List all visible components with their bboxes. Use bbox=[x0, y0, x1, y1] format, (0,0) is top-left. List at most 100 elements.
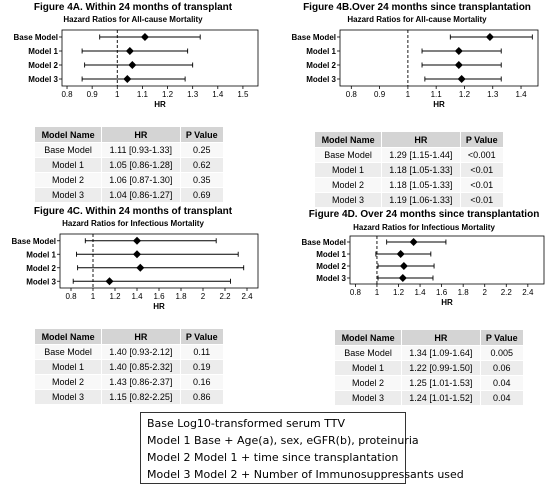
hr-point bbox=[398, 274, 407, 282]
x-tick-label: 2 bbox=[482, 288, 487, 297]
hr-table-d: Model Name HR P Value Base Model 1.34 [1.09-… bbox=[333, 329, 525, 406]
table-row: Model 3 1.15 [0.82-2.25] 0.86 bbox=[33, 389, 225, 405]
table-cell: <0.01 bbox=[459, 192, 505, 208]
plot-area: Base Model Model 1 Model 2 Model 3 0.8 0.9 1 1.… bbox=[292, 29, 539, 109]
x-tick-label: 0.8 bbox=[61, 90, 73, 99]
x-axis-label: HR bbox=[154, 100, 166, 109]
table-cell: Model 3 bbox=[333, 390, 403, 406]
table-header-row: Model Name HR P Value bbox=[333, 329, 525, 346]
hr-point bbox=[133, 250, 141, 259]
x-tick-label: 1.3 bbox=[487, 90, 499, 99]
x-tick-label: 1.1 bbox=[137, 90, 149, 99]
table-cell: 0.11 bbox=[179, 344, 225, 360]
column-header: P Value bbox=[179, 328, 225, 345]
hr-point bbox=[128, 61, 137, 69]
x-axis-label: HR bbox=[433, 100, 445, 109]
category-label: Base Model bbox=[302, 238, 346, 247]
table-row: Model 2 1.18 [1.05-1.33] <0.01 bbox=[313, 177, 505, 193]
hr-table-a: Model Name HR P Value Base Model 1.11 [0.93-… bbox=[33, 126, 225, 203]
category-label: Model 2 bbox=[26, 264, 56, 273]
x-tick-label: 0.8 bbox=[346, 90, 358, 99]
category-label: Model 2 bbox=[316, 262, 346, 271]
x-tick-label: 1.4 bbox=[131, 292, 143, 301]
figure-subtitle: Hazard Ratios for Infectious Mortality bbox=[62, 219, 204, 228]
table-cell: 0.86 bbox=[179, 389, 225, 405]
hr-point bbox=[140, 33, 149, 41]
x-tick-label: 1.2 bbox=[109, 292, 121, 301]
hr-point bbox=[454, 61, 463, 69]
table-cell: Model 2 bbox=[33, 172, 103, 188]
hr-point bbox=[457, 75, 466, 83]
category-label: Base Model bbox=[12, 237, 56, 246]
x-tick-label: 0.9 bbox=[87, 90, 99, 99]
table-cell: Model 1 bbox=[313, 162, 383, 178]
x-tick-label: 1.1 bbox=[431, 90, 443, 99]
category-label: Model 1 bbox=[28, 47, 58, 56]
x-tick-label: 1.4 bbox=[414, 288, 426, 297]
x-tick-label: 1.8 bbox=[458, 288, 470, 297]
table-cell: 1.18 [1.05-1.33] bbox=[381, 177, 461, 193]
x-tick-label: 2.2 bbox=[219, 292, 231, 301]
table-cell: 0.06 bbox=[479, 360, 525, 376]
table-cell: 1.29 [1.15-1.44] bbox=[381, 147, 461, 163]
plot-frame bbox=[349, 235, 545, 285]
hr-point bbox=[454, 47, 463, 55]
table-cell: Base Model bbox=[33, 142, 103, 158]
forest-plot-b: Figure 4B.Over 24 months since transplan… bbox=[286, 0, 548, 112]
table-cell: 1.04 [0.86-1.27] bbox=[101, 187, 181, 203]
table-row: Model 2 1.25 [1.01-1.53] 0.04 bbox=[333, 375, 525, 391]
category-label: Model 1 bbox=[316, 250, 346, 259]
table-cell: <0.001 bbox=[459, 147, 505, 163]
table-cell: 0.04 bbox=[479, 390, 525, 406]
forest-plot-d: Figure 4D. Over 24 months since transpla… bbox=[298, 206, 550, 307]
figure-subtitle: Hazard Ratios for All-cause Mortality bbox=[63, 15, 203, 24]
x-tick-label: 1.2 bbox=[393, 288, 405, 297]
figure-subtitle: Hazard Ratios for Infectious Mortality bbox=[353, 223, 495, 232]
x-tick-label: 1.4 bbox=[515, 90, 527, 99]
column-header: Model Name bbox=[313, 131, 383, 148]
column-header: HR bbox=[101, 126, 181, 143]
figure-subtitle: Hazard Ratios for All-cause Mortality bbox=[347, 15, 487, 24]
table-cell: 1.25 [1.01-1.53] bbox=[401, 375, 481, 391]
category-label: Model 3 bbox=[316, 274, 346, 283]
table-row: Base Model 1.29 [1.15-1.44] <0.001 bbox=[313, 147, 505, 163]
hr-point bbox=[396, 250, 405, 258]
table-cell: Base Model bbox=[33, 344, 103, 360]
table-cell: 0.005 bbox=[479, 345, 525, 361]
forest-plot-a: Figure 4A. Within 24 months of transplan… bbox=[2, 0, 264, 112]
legend-line: Model 2 Model 1 + time since transplanta… bbox=[147, 451, 399, 464]
table-row: Model 2 1.43 [0.86-2.37] 0.16 bbox=[33, 374, 225, 390]
x-tick-label: 1.3 bbox=[187, 90, 199, 99]
x-tick-label: 2 bbox=[201, 292, 206, 301]
plot-area: Base Model Model 1 Model 2 Model 3 0.8 1 1.2 1.… bbox=[12, 233, 259, 311]
table-row: Base Model 1.11 [0.93-1.33] 0.25 bbox=[33, 142, 225, 158]
table-cell: 0.19 bbox=[179, 359, 225, 375]
table-row: Model 1 1.40 [0.85-2.32] 0.19 bbox=[33, 359, 225, 375]
x-tick-label: 0.8 bbox=[65, 292, 77, 301]
category-label: Model 1 bbox=[26, 250, 56, 259]
table-cell: 1.18 [1.05-1.33] bbox=[381, 162, 461, 178]
x-tick-label: 1 bbox=[375, 288, 380, 297]
x-tick-label: 1.8 bbox=[175, 292, 187, 301]
forest-plot-c: Figure 4C. Within 24 months of transplan… bbox=[2, 206, 264, 311]
table-row: Model 3 1.19 [1.06-1.33] <0.01 bbox=[313, 192, 505, 208]
hr-point bbox=[133, 236, 141, 245]
plot-frame bbox=[339, 29, 539, 87]
table-cell: Model 2 bbox=[33, 374, 103, 390]
column-header: HR bbox=[101, 328, 181, 345]
table-row: Base Model 1.34 [1.09-1.64] 0.005 bbox=[333, 345, 525, 361]
plot-area: Base Model Model 1 Model 2 Model 3 0.8 1 1.2 1.… bbox=[302, 235, 545, 307]
column-header: P Value bbox=[459, 131, 505, 148]
x-tick-label: 1 bbox=[406, 90, 411, 99]
table-cell: <0.01 bbox=[459, 162, 505, 178]
figure-title: Figure 4D. Over 24 months since transpla… bbox=[308, 209, 540, 220]
table-cell: Model 1 bbox=[33, 157, 103, 173]
x-axis-label: HR bbox=[441, 298, 453, 307]
column-header: Model Name bbox=[333, 329, 403, 346]
table-cell: 1.06 [0.87-1.30] bbox=[101, 172, 181, 188]
table-row: Model 2 1.06 [0.87-1.30] 0.35 bbox=[33, 172, 225, 188]
table-row: Model 3 1.24 [1.01-1.52] 0.04 bbox=[333, 390, 525, 406]
table-cell: 1.43 [0.86-2.37] bbox=[101, 374, 181, 390]
table-row: Base Model 1.40 [0.93-2.12] 0.11 bbox=[33, 344, 225, 360]
x-tick-label: 0.9 bbox=[374, 90, 386, 99]
